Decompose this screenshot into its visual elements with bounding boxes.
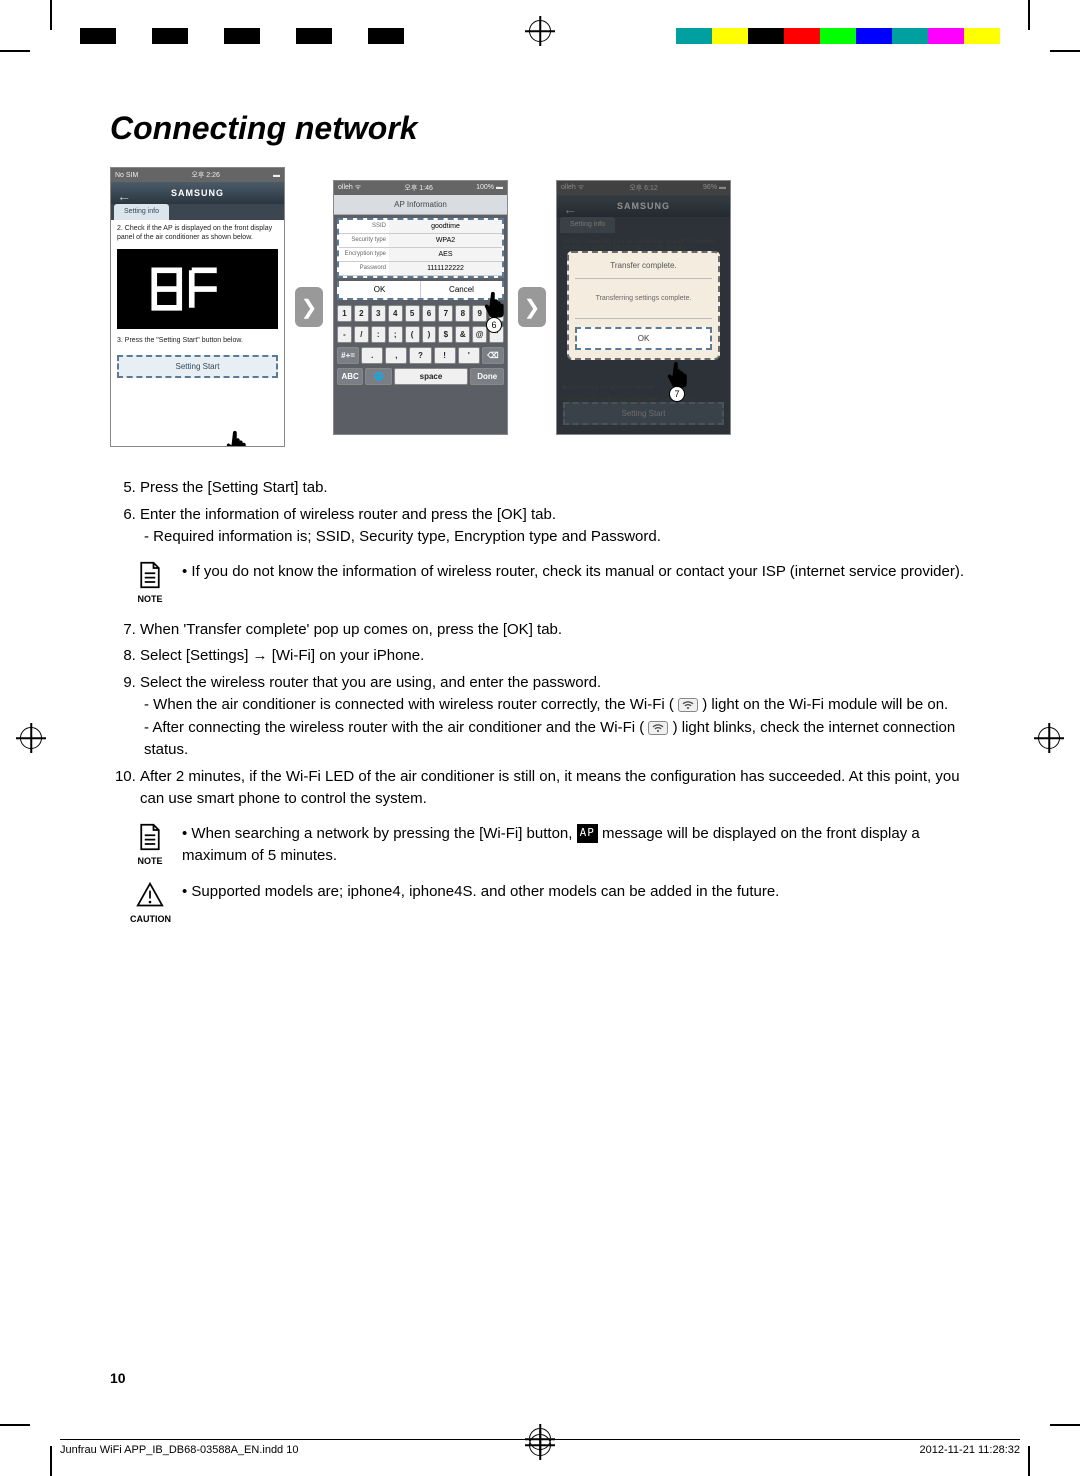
ok-button[interactable]: OK <box>339 281 421 298</box>
status-time: 오후 1:46 <box>404 183 432 193</box>
arrow-next-icon: ❯ <box>518 287 546 327</box>
footer-filename: Junfrau WiFi APP_IB_DB68-03588A_EN.indd … <box>60 1444 298 1456</box>
kb-key[interactable]: 2 <box>354 305 369 322</box>
kb-key[interactable]: 5 <box>405 305 420 322</box>
manual-page: Connecting network No SIM 오후 2:26 ▬ ← SA… <box>60 60 1020 1416</box>
kb-key[interactable]: 4 <box>388 305 403 322</box>
instruction-2: 2. Check if the AP is displayed on the f… <box>111 220 284 246</box>
back-icon: ← <box>117 185 132 207</box>
page-title: Connecting network <box>110 110 970 147</box>
transfer-popup: Transfer complete. Transferring settings… <box>567 251 720 360</box>
step-5: Press the [Setting Start] tab. <box>140 477 970 500</box>
page-number: 10 <box>110 1370 126 1386</box>
status-right: 96% ▬ <box>703 184 726 191</box>
instruction-3: 3. Press the "Setting Start" button belo… <box>111 332 284 349</box>
wifi-icon <box>648 721 668 735</box>
battery-icon: ▬ <box>273 172 280 179</box>
step-9: Select the wireless router that you are … <box>140 672 970 762</box>
step-7: When 'Transfer complete' pop up comes on… <box>140 619 970 642</box>
kb-key[interactable]: ' <box>458 347 480 364</box>
kb-key[interactable]: ⌫ <box>482 347 504 364</box>
kb-abc[interactable]: ABC <box>337 368 363 385</box>
kb-key[interactable]: : <box>371 326 386 343</box>
setting-start-button[interactable]: Setting Start <box>117 355 278 378</box>
screenshots-row: No SIM 오후 2:26 ▬ ← SAMSUNG Setting info … <box>110 167 970 447</box>
brand-label: SAMSUNG <box>171 188 224 198</box>
step-9a: When the air conditioner is connected wi… <box>144 694 970 717</box>
color-bar-left <box>80 28 404 44</box>
kb-key[interactable]: ? <box>409 347 431 364</box>
status-time: 오후 2:26 <box>191 170 219 180</box>
caution-icon <box>136 881 164 909</box>
status-right: 100% ▬ <box>476 184 503 191</box>
status-left: olleh ᯤ <box>338 183 361 192</box>
kb-key[interactable]: 1 <box>337 305 352 322</box>
transfer-ok-button[interactable]: OK <box>575 327 712 350</box>
password-value: 1111122222 <box>389 262 502 275</box>
phone-screen-2: olleh ᯤ 오후 1:46 100% ▬ AP Information SS… <box>333 180 508 435</box>
ap-form: SSIDgoodtime Security typeWPA2 Encryptio… <box>337 218 504 278</box>
phone-screen-3: olleh ᯤ 오후 6:12 96% ▬ ← SAMSUNG Setting … <box>556 180 731 435</box>
arrow-next-icon: ❯ <box>295 287 323 327</box>
step-6: Enter the information of wireless router… <box>140 504 970 549</box>
footer: Junfrau WiFi APP_IB_DB68-03588A_EN.indd … <box>60 1439 1020 1456</box>
encryption-value: AES <box>389 248 502 261</box>
status-left: olleh ᯤ <box>561 183 584 192</box>
kb-key[interactable]: ( <box>405 326 420 343</box>
kb-space[interactable]: space <box>394 368 469 385</box>
back-icon: ← <box>563 198 578 220</box>
status-time: 오후 6:12 <box>629 183 657 193</box>
security-value: WPA2 <box>389 234 502 247</box>
kb-key[interactable]: ) <box>422 326 437 343</box>
note-block-1: NOTE If you do not know the information … <box>130 561 970 607</box>
note-block-2: NOTE When searching a network by pressin… <box>130 823 970 869</box>
kb-key[interactable]: @ <box>472 326 487 343</box>
note-icon <box>136 561 164 589</box>
kb-key[interactable]: ! <box>434 347 456 364</box>
step-9b: After connecting the wireless router wit… <box>144 717 970 762</box>
kb-key[interactable]: 7 <box>438 305 453 322</box>
kb-key[interactable]: 3 <box>371 305 386 322</box>
bg-text-2: ▶ Confirming the wireless network <box>557 381 660 394</box>
step-8: Select [Settings] → [Wi-Fi] on your iPho… <box>140 645 970 668</box>
callout-7: 7 <box>669 386 685 402</box>
note-icon <box>136 823 164 851</box>
ap-badge: AP <box>577 824 598 843</box>
hand-pointer-icon <box>224 428 254 447</box>
hand-pointer-icon <box>482 289 508 319</box>
steps-list-2: When 'Transfer complete' pop up comes on… <box>110 619 970 811</box>
kb-key[interactable]: / <box>354 326 369 343</box>
kb-globe-icon[interactable]: 🌐 <box>365 368 391 385</box>
kb-key[interactable]: ; <box>388 326 403 343</box>
kb-key[interactable]: 8 <box>455 305 470 322</box>
kb-key[interactable]: 6 <box>422 305 437 322</box>
kb-key[interactable]: & <box>455 326 470 343</box>
kb-done[interactable]: Done <box>470 368 504 385</box>
brand-label: SAMSUNG <box>617 201 670 211</box>
wifi-icon <box>678 698 698 712</box>
hand-pointer-icon <box>665 359 695 389</box>
ap-info-title: AP Information <box>334 195 507 215</box>
phone-screen-1: No SIM 오후 2:26 ▬ ← SAMSUNG Setting info … <box>110 167 285 447</box>
caution-block: CAUTION Supported models are; iphone4, i… <box>130 881 970 927</box>
steps-list: Press the [Setting Start] tab. Enter the… <box>110 477 970 549</box>
kb-key[interactable]: - <box>337 326 352 343</box>
step-10: After 2 minutes, if the Wi-Fi LED of the… <box>140 766 970 811</box>
step-6a: Required information is; SSID, Security … <box>144 526 970 549</box>
kb-key[interactable]: $ <box>438 326 453 343</box>
color-bar-right <box>676 28 1000 44</box>
ssid-value: goodtime <box>389 220 502 233</box>
ap-display <box>117 249 278 329</box>
kb-key[interactable]: , <box>385 347 407 364</box>
footer-timestamp: 2012-11-21 11:28:32 <box>919 1444 1020 1456</box>
kb-key[interactable]: . <box>361 347 383 364</box>
setting-start-bg: Setting Start <box>563 402 724 425</box>
kb-key[interactable]: #+= <box>337 347 359 364</box>
status-left: No SIM <box>115 172 138 179</box>
callout-6: 6 <box>486 317 502 333</box>
